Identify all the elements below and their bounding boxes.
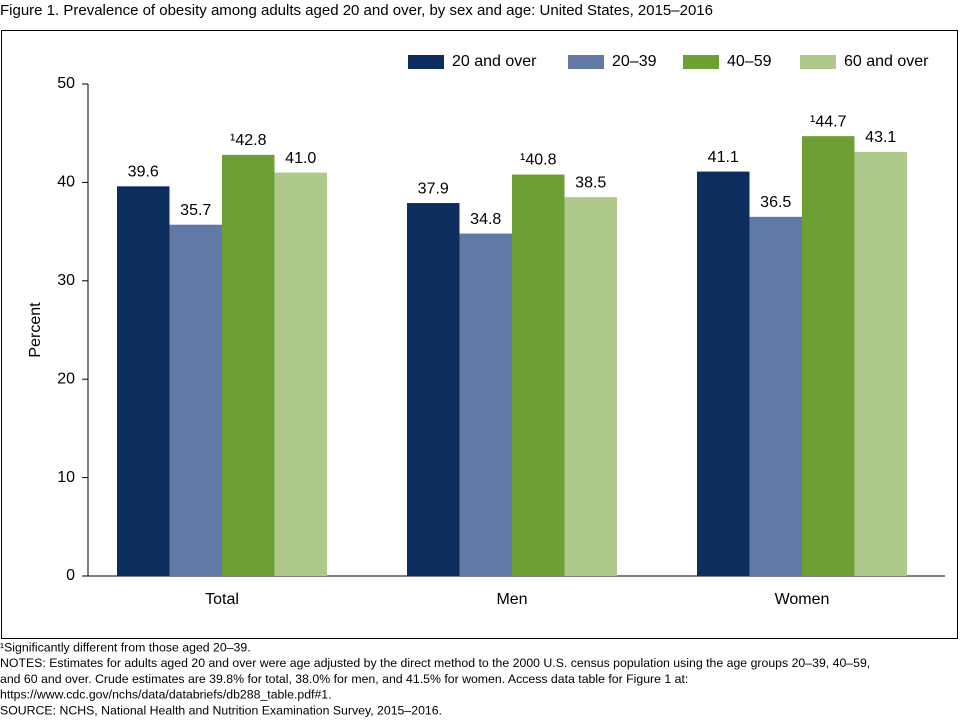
note: https://www.cdc.gov/nchs/data/databriefs… (0, 688, 332, 702)
y-tick-label: 20 (57, 370, 75, 387)
bar (564, 197, 617, 576)
legend-label: 20–39 (612, 53, 657, 70)
y-tick-label: 40 (57, 174, 75, 191)
value-label: ¹40.8 (520, 152, 557, 169)
frame (1, 30, 958, 639)
chart-title: Figure 1. Prevalence of obesity among ad… (0, 2, 713, 19)
value-label: 37.9 (418, 180, 449, 197)
bar (117, 186, 170, 576)
legend-swatch (683, 55, 719, 69)
x-tick-label: Total (205, 591, 239, 608)
value-label: ¹44.7 (810, 113, 847, 130)
note: ¹Significantly different from those aged… (0, 640, 251, 654)
bar (459, 233, 512, 576)
legend-label: 60 and over (844, 53, 929, 70)
y-tick-label: 0 (66, 567, 75, 584)
y-tick-label: 50 (57, 75, 75, 92)
bar (274, 172, 327, 576)
bar (802, 136, 855, 577)
bar (749, 216, 802, 576)
legend-swatch (408, 55, 444, 69)
value-label: 36.5 (760, 194, 791, 211)
bar (222, 154, 275, 576)
bar (697, 171, 750, 577)
note: SOURCE: NCHS, National Health and Nutrit… (0, 703, 442, 717)
x-tick-label: Men (496, 591, 527, 608)
value-label: 35.7 (180, 202, 211, 219)
value-label: 41.1 (708, 149, 739, 166)
legend-label: 40–59 (727, 53, 772, 70)
bar (407, 203, 460, 576)
bar (512, 174, 565, 576)
legend-swatch (568, 55, 604, 69)
value-label: 39.6 (128, 164, 159, 181)
bar (854, 151, 907, 576)
note: and 60 and over. Crude estimates are 39.… (0, 672, 688, 686)
value-label: ¹42.8 (230, 132, 267, 149)
legend-label: 20 and over (452, 53, 537, 70)
legend-swatch (800, 55, 836, 69)
value-label: 34.8 (470, 211, 501, 228)
y-tick-label: 30 (57, 272, 75, 289)
bar (169, 224, 222, 576)
y-axis-label: Percent (27, 302, 44, 358)
value-label: 43.1 (865, 129, 896, 146)
note: NOTES: Estimates for adults aged 20 and … (0, 656, 870, 670)
y-tick-label: 10 (57, 469, 75, 486)
value-label: 41.0 (285, 150, 316, 167)
x-tick-label: Women (775, 591, 830, 608)
value-label: 38.5 (575, 174, 606, 191)
